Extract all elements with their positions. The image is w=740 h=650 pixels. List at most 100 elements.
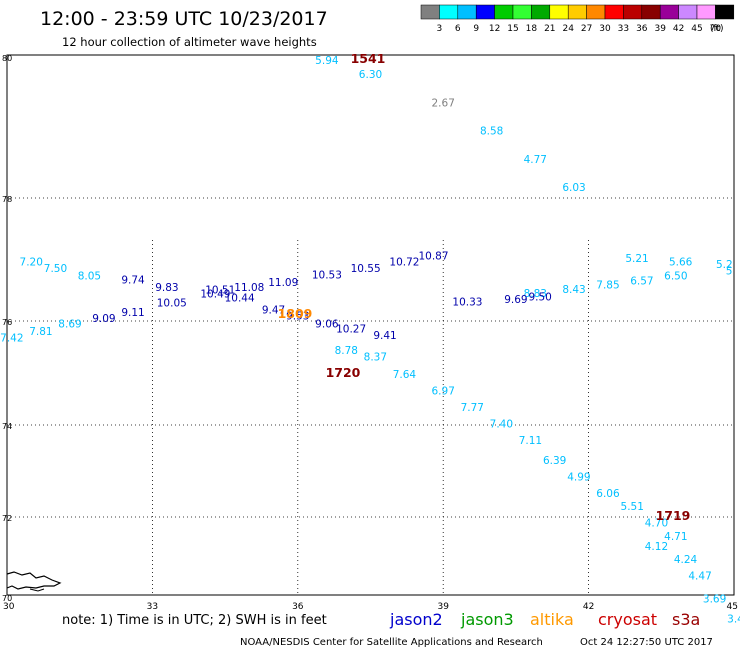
swh-value: 9.83 [155, 282, 178, 294]
swh-value: 10.33 [452, 297, 482, 309]
swh-value: 10.72 [389, 257, 419, 269]
lon-tick-label: 30 [3, 602, 15, 612]
lon-tick-label: 42 [583, 602, 594, 612]
swh-value: 5.66 [669, 257, 693, 269]
swh-value: 7.11 [519, 435, 542, 447]
swh-observations: 5.94 6.30 8.58 4.77 6.03 5.21 5.66 5.25 6.50 6.57… [0, 55, 740, 625]
lat-tick-label: 78 [2, 195, 12, 204]
satellite-legend: jason2 jason3 altika cryosat s3a [389, 610, 700, 629]
legend-item-cryosat: cryosat [598, 610, 657, 629]
colorbar-swatch [715, 4, 735, 20]
swh-value: 7.50 [44, 263, 67, 275]
colorbar-swatch [641, 4, 661, 20]
swh-value: 5.2 [716, 259, 733, 271]
lat-tick-label: 70 [2, 594, 12, 603]
swh-value: 10.87 [418, 250, 448, 262]
colorbar-swatch [439, 4, 459, 20]
legend-item-altika: altika [530, 610, 574, 629]
swh-value: 9.47 [262, 304, 285, 316]
colorbar-swatch [494, 4, 514, 20]
swh-value: 10.53 [312, 269, 342, 281]
swh-value: 7.20 [20, 257, 43, 269]
swh-value: 4.99 [567, 472, 590, 484]
swh-value: 10.49 [200, 289, 230, 301]
footer-credit: NOAA/NESDIS Center for Satellite Applica… [240, 637, 543, 648]
colorbar-label: 30 [599, 24, 611, 34]
colorbar-swatch [512, 4, 532, 20]
colorbar-label: 6 [455, 24, 461, 34]
swh-value: 11.09 [268, 277, 298, 289]
swh-value: 4.24 [674, 554, 698, 566]
lat-tick-label: 72 [2, 514, 12, 523]
colorbar-label: 3 [437, 24, 443, 34]
colorbar-swatch [457, 4, 477, 20]
swh-value: 7.77 [461, 402, 484, 414]
swh-value: 4.77 [524, 154, 547, 166]
swh-value: 5 [726, 265, 733, 277]
swh-value: 5.21 [625, 253, 648, 265]
swh-value: 6.97 [432, 386, 455, 398]
swh-value: 2.67 [432, 97, 455, 109]
swh-value: 7.42 [0, 332, 23, 344]
swh-value: 9.53 [286, 311, 309, 323]
swh-value: 6.57 [630, 275, 653, 287]
swh-value: 4.70 [645, 518, 668, 530]
swh-value: 9.74 [121, 275, 145, 287]
colorbar-label: 39 [654, 24, 666, 34]
swh-value: 11.08 [234, 282, 264, 294]
swh-value: 6.03 [562, 182, 585, 194]
wave-height-colorbar: 3 6 9 12 15 18 21 24 27 30 33 36 39 42 45 70 [420, 4, 735, 34]
colorbar-swatch [531, 4, 551, 20]
map-subtitle: 12 hour collection of altimeter wave hei… [62, 35, 317, 49]
colorbar-label: 15 [507, 24, 518, 34]
swh-value: 7.40 [490, 419, 513, 431]
legend-item-jason3: jason3 [460, 610, 514, 629]
swh-value: 4.12 [645, 541, 668, 553]
map-title: 12:00 - 23:59 UTC 10/23/2017 [40, 8, 328, 30]
swh-value: 9.41 [373, 330, 396, 342]
lon-tick-label: 39 [437, 602, 449, 612]
colorbar-label: 70 [710, 24, 722, 34]
swh-value: 7.81 [29, 326, 52, 338]
swh-value: 8.05 [78, 271, 101, 283]
swh-value: 10.05 [157, 297, 187, 309]
swh-value: 6.30 [359, 69, 382, 81]
lon-tick-label: 45 [727, 602, 738, 612]
pass-time-label: 1720 [326, 365, 361, 380]
colorbar-label: 27 [581, 24, 592, 34]
colorbar-label: 9 [473, 24, 479, 34]
footer-timestamp: Oct 24 12:27:50 UTC 2017 [580, 637, 713, 648]
swh-value: 9.11 [121, 307, 144, 319]
swh-value: 9.50 [528, 292, 551, 304]
swh-value: 3.69 [703, 594, 726, 606]
colorbar-swatch [567, 4, 587, 20]
coastline [6, 571, 62, 592]
lat-tick-label: 80 [2, 54, 12, 63]
swh-value: 10.44 [225, 292, 255, 304]
satellite-pass-times: 1541 1809 1720 1719 [278, 51, 691, 523]
colorbar-swatch [604, 4, 624, 20]
swh-value: 8.58 [480, 126, 503, 138]
swh-value: 6.06 [596, 488, 620, 500]
swh-value: 10.55 [351, 263, 381, 275]
lat-tick-label: 76 [2, 318, 12, 327]
colorbar-label: 45 [691, 24, 702, 34]
colorbar-swatch [659, 4, 679, 20]
swh-value: 9.69 [504, 294, 527, 306]
legend-item-s3a: s3a [672, 610, 700, 629]
colorbar-swatch [623, 4, 643, 20]
swh-value: 7.85 [596, 280, 619, 292]
swh-value: 6.50 [664, 270, 687, 282]
colorbar-label: 42 [673, 24, 684, 34]
colorbar-label: 12 [489, 24, 500, 34]
swh-value: 9.06 [315, 318, 339, 330]
swh-value: 8.83 [524, 288, 547, 300]
swh-value: 9.09 [92, 313, 115, 325]
coastline-detail [29, 588, 45, 592]
plot-area: 30 33 36 39 42 45 70 72 74 76 78 80 5.94 6.30 8.58 4.7… [0, 51, 740, 625]
coastline-outline [6, 571, 62, 590]
swh-value: 6.39 [543, 455, 566, 467]
colorbar-label: 21 [544, 24, 555, 34]
colorbar-swatch [475, 4, 495, 20]
